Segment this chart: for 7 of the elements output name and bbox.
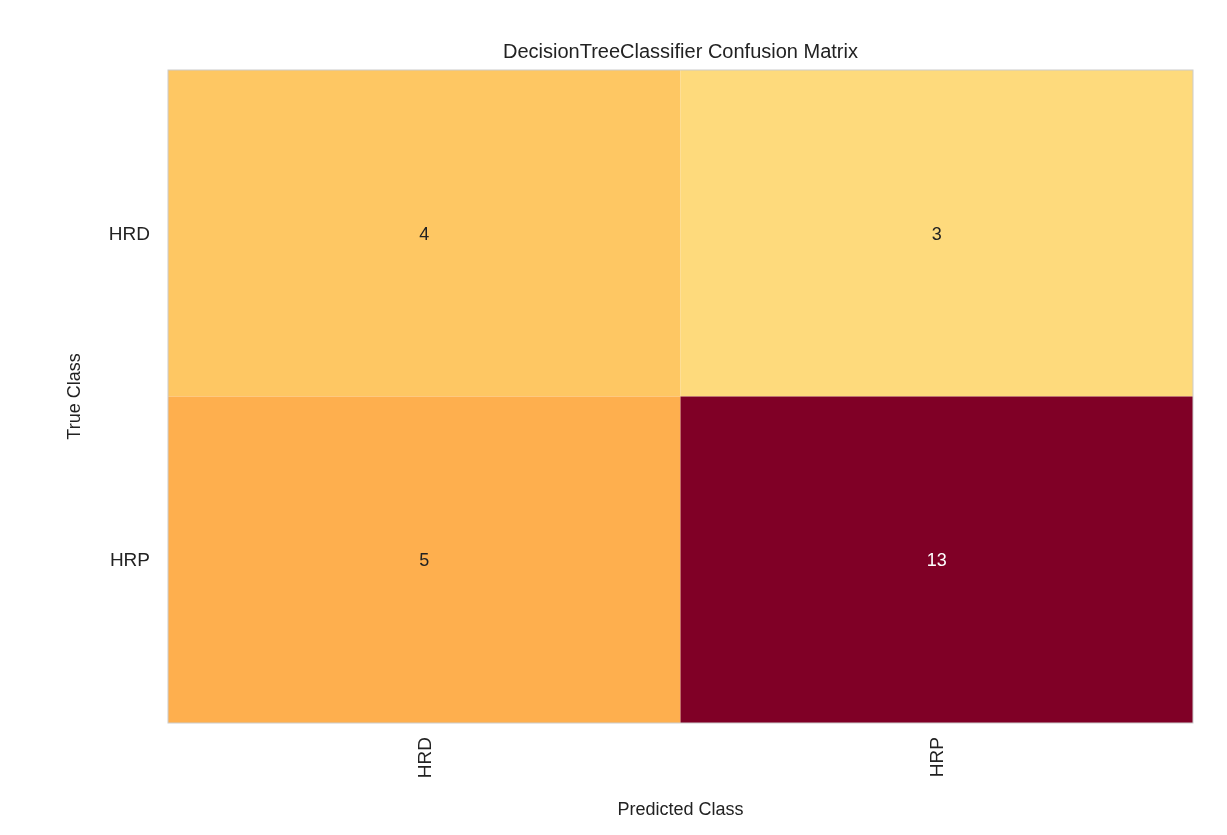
y-axis-title: True Class [64, 353, 84, 440]
chart-title: DecisionTreeClassifier Confusion Matrix [503, 40, 858, 62]
data-label: 3 [931, 223, 942, 244]
data-label: 5 [419, 550, 430, 571]
data-label: 13 [926, 550, 947, 571]
data-label: 4 [419, 223, 430, 244]
x-axis-title: Predicted Class [617, 799, 744, 819]
